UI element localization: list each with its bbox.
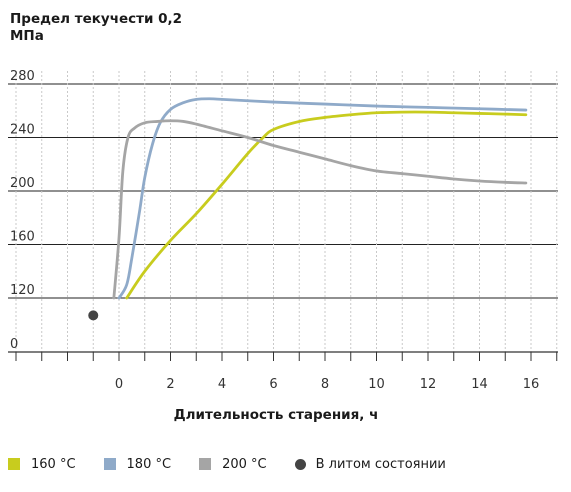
y-axis-tick-labels: 0 120 160 200 240 280	[10, 69, 35, 352]
legend-label-200: 200 °C	[222, 456, 267, 472]
x-axis-label: Длительность старения, ч	[174, 407, 379, 423]
series-line-160	[125, 110, 528, 300]
x-tick-label-16: 16	[523, 377, 540, 392]
series-line-200	[112, 119, 528, 300]
legend-label-as-cast: В литом состоянии	[315, 456, 446, 472]
as-cast-point	[88, 310, 99, 321]
x-tick-label-8: 8	[321, 377, 329, 392]
grid-lines	[8, 71, 558, 352]
series-lines	[88, 97, 528, 321]
legend-swatch-160	[8, 458, 20, 470]
chart-title-block: Предел текучести 0,2 МПа	[10, 11, 182, 45]
x-tick-label-6: 6	[269, 377, 277, 392]
y-tick-label-240: 240	[10, 123, 35, 138]
x-axis-tick-labels: 0 2 4 6 8 10 12 14 16	[115, 377, 539, 392]
legend-swatch-180	[103, 458, 116, 470]
legend: 160 °C 180 °C 200 °C В литом состоянии	[8, 454, 474, 474]
x-tick-label-10: 10	[368, 377, 385, 392]
chart-title: Предел текучести 0,2	[10, 11, 183, 27]
x-tick-label-14: 14	[471, 377, 488, 392]
y-tick-label-160: 160	[10, 230, 35, 245]
x-tick-label-4: 4	[218, 377, 226, 392]
y-tick-label-0: 0	[10, 337, 18, 352]
y-tick-label-280: 280	[10, 69, 35, 84]
y-tick-label-200: 200	[10, 176, 35, 191]
x-tick-label-12: 12	[420, 377, 437, 392]
legend-item-180: 180 °C	[103, 456, 172, 472]
x-tick-label-0: 0	[115, 377, 123, 392]
legend-label-160: 160 °C	[31, 456, 76, 472]
x-axis	[8, 351, 558, 361]
legend-item-as-cast: В литом состоянии	[294, 456, 446, 472]
y-axis-unit: МПа	[10, 28, 44, 44]
legend-item-160: 160 °C	[8, 457, 76, 472]
x-tick-label-2: 2	[166, 377, 174, 392]
legend-item-200: 200 °C	[199, 457, 267, 472]
legend-swatch-200	[199, 458, 212, 470]
series-line-180	[117, 97, 528, 300]
legend-dot-as-cast	[294, 458, 306, 470]
y-tick-label-120: 120	[10, 283, 35, 298]
legend-label-180: 180 °C	[126, 456, 172, 472]
